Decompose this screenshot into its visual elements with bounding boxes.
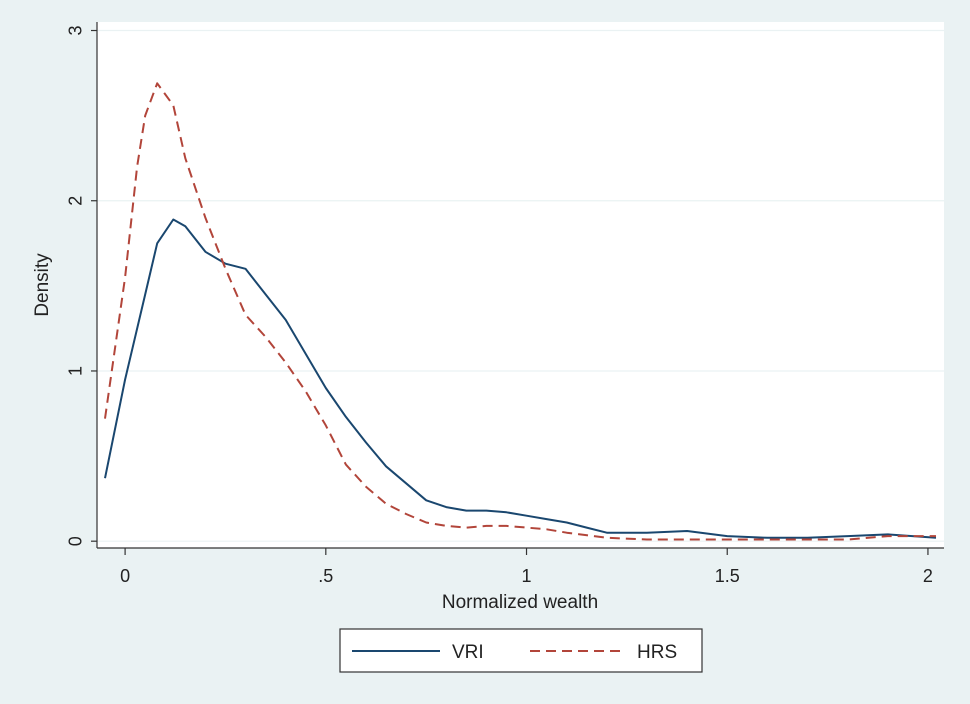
y-axis-title: Density xyxy=(32,253,53,317)
y-tick-label: 2 xyxy=(65,196,85,206)
x-tick-label: 1.5 xyxy=(715,566,740,586)
legend-label-vri: VRI xyxy=(452,642,484,663)
y-tick-label: 0 xyxy=(65,536,85,546)
x-tick-label: 0 xyxy=(120,566,130,586)
gridlines xyxy=(97,29,944,542)
axes xyxy=(96,22,944,549)
y-tick-label: 1 xyxy=(65,366,85,376)
ticks: 0 1 2 3 0 .5 1 1.5 2 xyxy=(65,26,933,586)
series-line-hrs xyxy=(104,82,936,541)
y-tick-label: 3 xyxy=(65,26,85,36)
x-tick-label: 1 xyxy=(522,566,532,586)
series-line-vri xyxy=(104,218,937,539)
x-tick-label: 2 xyxy=(923,566,933,586)
legend-label-hrs: HRS xyxy=(637,642,677,663)
plot-area xyxy=(97,22,944,548)
series xyxy=(104,82,937,541)
legend: VRI HRS xyxy=(339,628,703,673)
x-axis-title: Normalized wealth xyxy=(442,592,598,613)
x-tick-label: .5 xyxy=(318,566,333,586)
